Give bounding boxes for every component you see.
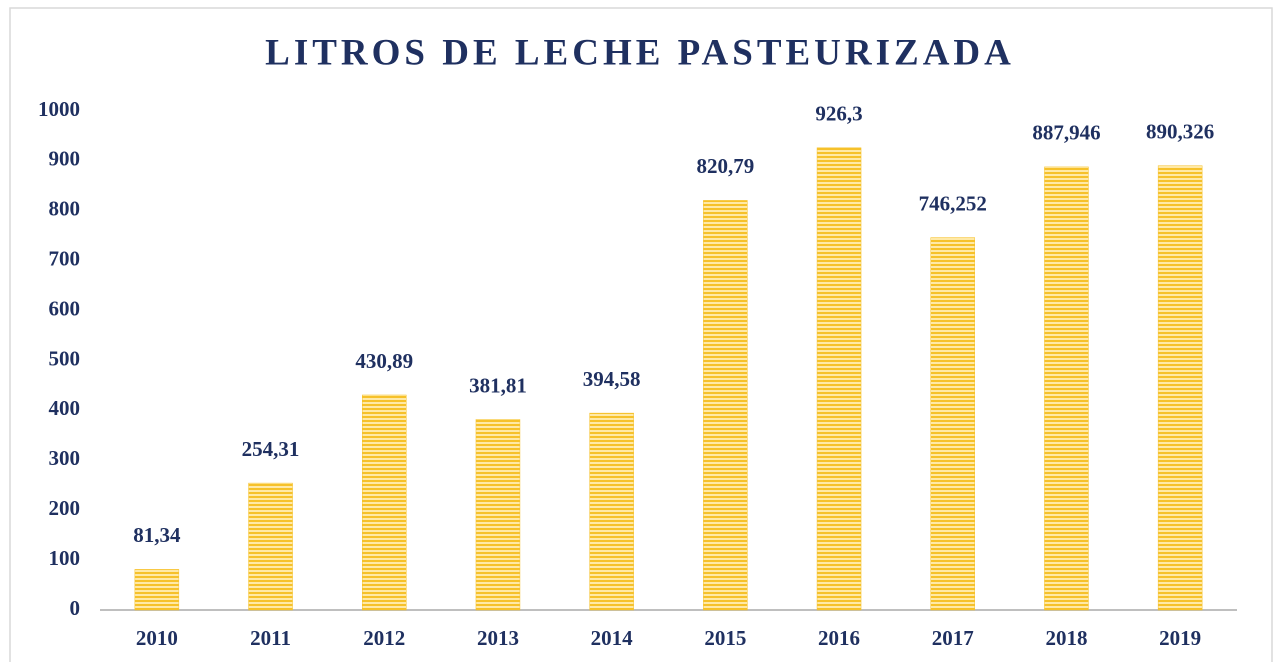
y-tick-label: 1000: [38, 97, 80, 121]
x-tick-label: 2012: [363, 626, 405, 650]
x-tick-label: 2018: [1045, 626, 1087, 650]
value-label: 81,34: [133, 523, 181, 547]
x-tick-label: 2019: [1159, 626, 1201, 650]
x-tick-label: 2016: [818, 626, 860, 650]
y-tick-label: 300: [49, 446, 81, 470]
y-tick-label: 600: [49, 296, 81, 320]
x-tick-label: 2014: [591, 626, 634, 650]
bar: [930, 237, 975, 611]
value-label: 430,89: [355, 349, 413, 373]
y-tick-label: 100: [49, 546, 81, 570]
bar: [134, 569, 180, 611]
bar: [703, 200, 748, 611]
x-tick-label: 2017: [932, 626, 974, 650]
y-tick-label: 900: [49, 147, 81, 171]
value-label: 890,326: [1146, 120, 1214, 144]
x-tick-label: 2013: [477, 626, 519, 650]
value-label: 820,79: [696, 154, 754, 178]
chart-title: LITROS DE LECHE PASTEURIZADA: [265, 32, 1015, 73]
bar: [816, 147, 862, 611]
bar: [362, 394, 407, 611]
value-label: 394,58: [583, 367, 641, 391]
value-label: 746,252: [919, 191, 987, 215]
bar: [1157, 165, 1203, 611]
y-tick-label: 500: [49, 346, 81, 370]
y-tick-label: 400: [49, 396, 81, 420]
y-tick-label: 800: [49, 197, 81, 221]
bar: [1044, 166, 1089, 611]
bar: [475, 419, 521, 611]
value-label: 381,81: [469, 373, 527, 397]
value-label: 887,946: [1032, 121, 1100, 145]
x-tick-label: 2010: [136, 626, 178, 650]
value-label: 254,31: [242, 437, 300, 461]
y-tick-label: 0: [70, 596, 81, 620]
bar: [248, 482, 293, 611]
chart-border: [9, 7, 1273, 662]
x-tick-label: 2015: [704, 626, 746, 650]
y-tick-label: 200: [49, 496, 81, 520]
x-tick-label: 2011: [250, 626, 291, 650]
y-tick-label: 700: [49, 247, 81, 271]
value-label: 926,3: [815, 102, 862, 126]
bar: [589, 412, 634, 611]
